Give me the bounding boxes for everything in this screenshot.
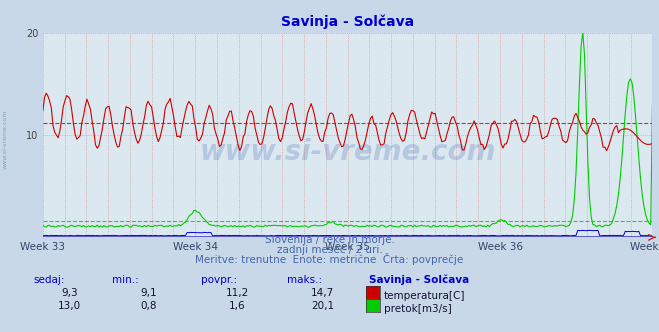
Text: Slovenija / reke in morje.: Slovenija / reke in morje.: [264, 235, 395, 245]
Text: zadnji mesec / 2 uri.: zadnji mesec / 2 uri.: [277, 245, 382, 255]
Text: 1,6: 1,6: [229, 301, 246, 311]
Text: povpr.:: povpr.:: [201, 275, 237, 285]
Text: 14,7: 14,7: [311, 288, 335, 298]
Text: Meritve: trenutne  Enote: metrične  Črta: povprečje: Meritve: trenutne Enote: metrične Črta: …: [195, 253, 464, 265]
Text: Savinja - Solčava: Savinja - Solčava: [369, 274, 469, 285]
Text: pretok[m3/s]: pretok[m3/s]: [384, 304, 451, 314]
Text: maks.:: maks.:: [287, 275, 322, 285]
Title: Savinja - Solčava: Savinja - Solčava: [281, 15, 415, 29]
Text: 13,0: 13,0: [57, 301, 81, 311]
Text: www.si-vreme.com: www.si-vreme.com: [200, 138, 496, 166]
Text: 11,2: 11,2: [225, 288, 249, 298]
Text: 9,1: 9,1: [140, 288, 157, 298]
Text: 9,3: 9,3: [61, 288, 78, 298]
Text: 20,1: 20,1: [311, 301, 335, 311]
Text: temperatura[C]: temperatura[C]: [384, 291, 465, 301]
Text: www.si-vreme.com: www.si-vreme.com: [3, 110, 8, 169]
Text: min.:: min.:: [112, 275, 139, 285]
Text: sedaj:: sedaj:: [33, 275, 65, 285]
Text: 0,8: 0,8: [140, 301, 157, 311]
